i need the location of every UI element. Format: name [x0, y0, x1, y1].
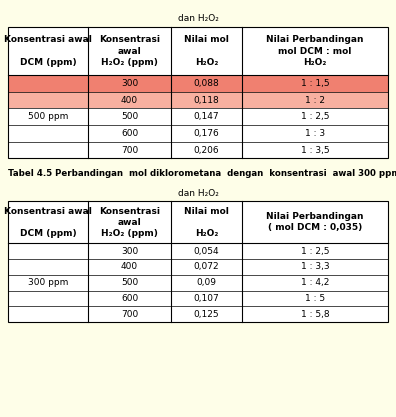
- Text: 400: 400: [121, 262, 138, 271]
- Bar: [8, 125, 388, 142]
- Text: 0,147: 0,147: [194, 112, 219, 121]
- Text: 600: 600: [121, 129, 138, 138]
- Text: 500: 500: [121, 112, 138, 121]
- Bar: [8, 108, 388, 125]
- Text: 700: 700: [121, 310, 138, 319]
- Bar: [8, 243, 388, 259]
- Text: Nilai mol

H₂O₂: Nilai mol H₂O₂: [184, 207, 229, 238]
- Text: 500 ppm: 500 ppm: [28, 112, 68, 121]
- Text: 1 : 2: 1 : 2: [305, 95, 325, 105]
- Text: Konsentrasi
awal
H₂O₂ (ppm): Konsentrasi awal H₂O₂ (ppm): [99, 35, 160, 67]
- Text: 300: 300: [121, 79, 138, 88]
- Text: 300 ppm: 300 ppm: [28, 278, 68, 287]
- Text: Nilai Perbandingan
( mol DCM : 0,035): Nilai Perbandingan ( mol DCM : 0,035): [266, 212, 364, 232]
- Bar: [8, 306, 388, 322]
- Bar: [8, 142, 388, 158]
- Text: 1 : 4,2: 1 : 4,2: [301, 278, 329, 287]
- Text: Nilai Perbandingan
mol DCM : mol
H₂O₂: Nilai Perbandingan mol DCM : mol H₂O₂: [266, 35, 364, 67]
- Text: 1 : 3,5: 1 : 3,5: [301, 146, 329, 155]
- Bar: [8, 92, 388, 108]
- Text: Tabel 4.5 Perbandingan  mol diklorometana  dengan  konsentrasi  awal 300 ppm: Tabel 4.5 Perbandingan mol diklorometana…: [8, 169, 396, 178]
- Bar: [8, 27, 388, 75]
- Text: 1 : 3: 1 : 3: [305, 129, 325, 138]
- Text: 1 : 1,5: 1 : 1,5: [301, 79, 329, 88]
- Text: 0,118: 0,118: [194, 95, 219, 105]
- Text: 1 : 2,5: 1 : 2,5: [301, 112, 329, 121]
- Text: Konsentrasi awal

DCM (ppm): Konsentrasi awal DCM (ppm): [4, 207, 92, 238]
- Text: 0,125: 0,125: [194, 310, 219, 319]
- Text: 600: 600: [121, 294, 138, 303]
- Text: 500: 500: [121, 278, 138, 287]
- Text: dan H₂O₂: dan H₂O₂: [177, 189, 219, 198]
- Bar: [8, 259, 388, 275]
- Text: 400: 400: [121, 95, 138, 105]
- Bar: [8, 75, 388, 92]
- Text: dan H₂O₂: dan H₂O₂: [177, 14, 219, 23]
- Text: Konsentrasi awal

DCM (ppm): Konsentrasi awal DCM (ppm): [4, 35, 92, 67]
- Bar: [8, 275, 388, 291]
- Text: Konsentrasi
awal
H₂O₂ (ppm): Konsentrasi awal H₂O₂ (ppm): [99, 207, 160, 238]
- Text: 1 : 3,3: 1 : 3,3: [301, 262, 329, 271]
- Text: 0,072: 0,072: [194, 262, 219, 271]
- Bar: [8, 201, 388, 243]
- Bar: [8, 291, 388, 306]
- Text: 300: 300: [121, 246, 138, 256]
- Text: 1 : 5,8: 1 : 5,8: [301, 310, 329, 319]
- Text: 1 : 2,5: 1 : 2,5: [301, 246, 329, 256]
- Text: 0,206: 0,206: [194, 146, 219, 155]
- Bar: [8, 201, 388, 322]
- Bar: [8, 27, 388, 158]
- Text: 0,107: 0,107: [194, 294, 219, 303]
- Text: 1 : 5: 1 : 5: [305, 294, 325, 303]
- Text: 0,09: 0,09: [196, 278, 217, 287]
- Text: 700: 700: [121, 146, 138, 155]
- Text: 0,176: 0,176: [194, 129, 219, 138]
- Text: 0,088: 0,088: [194, 79, 219, 88]
- Text: Nilai mol

H₂O₂: Nilai mol H₂O₂: [184, 35, 229, 67]
- Text: 0,054: 0,054: [194, 246, 219, 256]
